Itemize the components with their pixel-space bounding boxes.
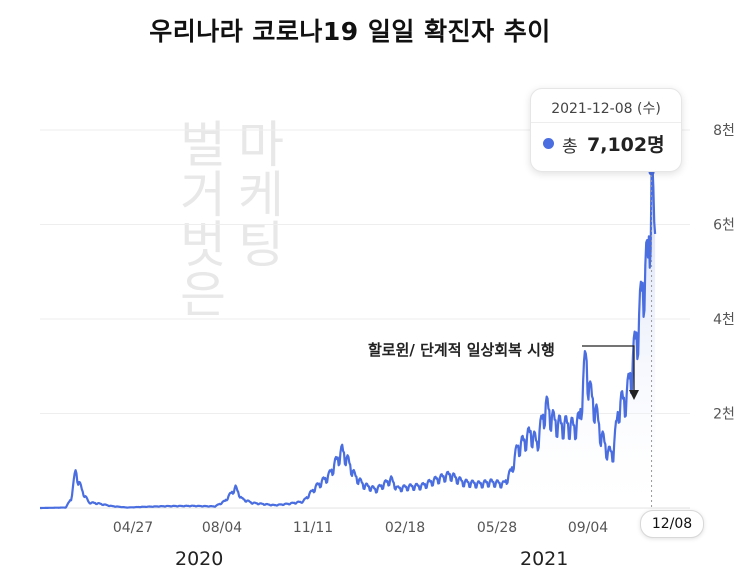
x-tick-label: 02/18 bbox=[385, 520, 425, 536]
chart-title: 우리나라 코로나19 일일 확진자 추이 bbox=[149, 17, 551, 46]
tooltip-series-label: 총 bbox=[562, 137, 578, 157]
x-tick-label: 04/27 bbox=[113, 520, 153, 536]
series-area bbox=[40, 166, 656, 509]
x-tick-label: 05/28 bbox=[477, 520, 517, 536]
annotation-label: 할로윈/ 단계적 일상회복 시행 bbox=[368, 341, 555, 359]
year-label-2020: 2020 bbox=[175, 548, 224, 570]
x-tick-label: 11/11 bbox=[293, 520, 333, 536]
selected-date-badge[interactable]: 12/08 bbox=[640, 510, 704, 538]
year-label-2021: 2021 bbox=[520, 548, 569, 570]
x-tick-label: 08/04 bbox=[202, 520, 242, 536]
tooltip-value: 7,102명 bbox=[587, 134, 665, 156]
x-tick-label: 09/04 bbox=[568, 520, 608, 536]
series-dot-icon bbox=[543, 138, 554, 149]
y-tick-label: 4천 bbox=[713, 312, 735, 328]
watermark-text: 마케팅 bbox=[228, 118, 286, 268]
y-tick-label: 2천 bbox=[713, 407, 735, 423]
watermark-text: 벌거벗은 bbox=[170, 118, 228, 318]
annotation-arrow bbox=[582, 345, 635, 392]
y-tick-label: 8천 bbox=[713, 123, 735, 139]
data-tooltip: 2021-12-08 (수) 총 7,102명 bbox=[530, 88, 682, 172]
series-line[interactable] bbox=[39, 164, 657, 510]
y-tick-label: 6천 bbox=[713, 218, 735, 234]
arrow-head-icon bbox=[629, 390, 639, 400]
tooltip-date: 2021-12-08 (수) bbox=[551, 101, 661, 117]
tooltip-divider bbox=[531, 122, 681, 123]
